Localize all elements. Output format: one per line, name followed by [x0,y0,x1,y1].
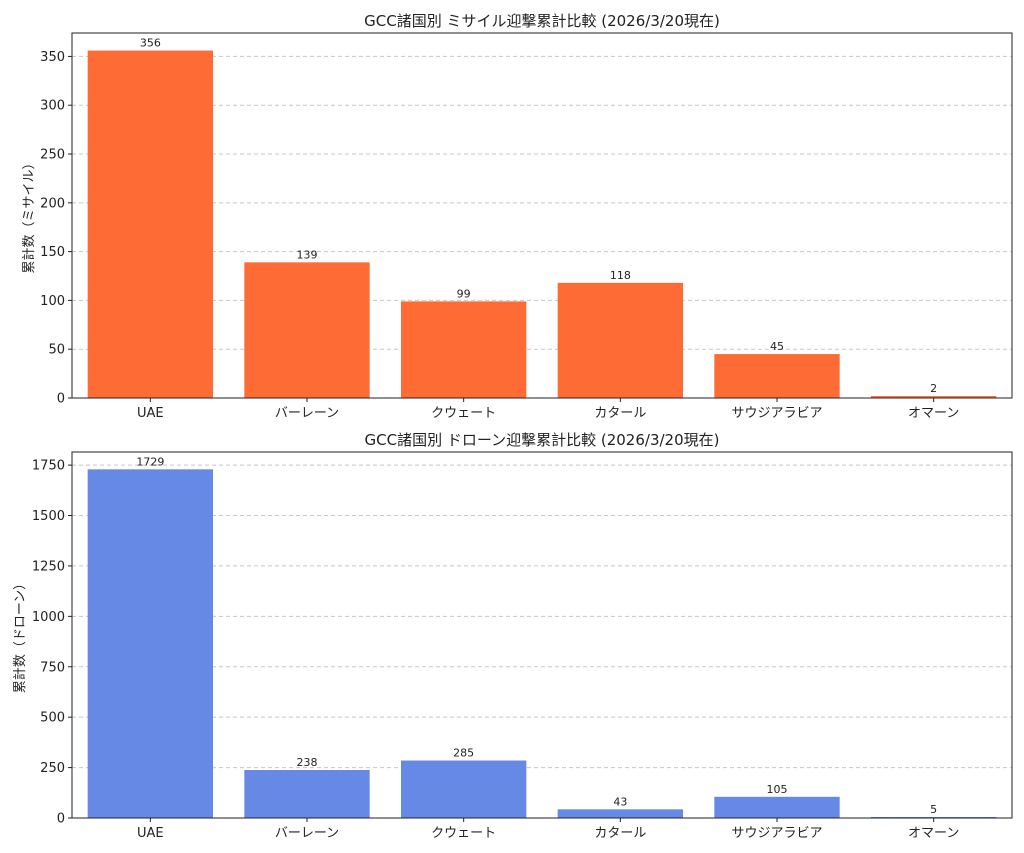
data-label: 105 [767,783,788,796]
x-tick-label: カタール [594,826,646,841]
x-tick-label: クウェート [431,406,496,421]
y-tick-label: 50 [48,343,65,358]
y-tick-label: 200 [40,196,65,211]
data-label: 139 [297,248,318,261]
y-tick-label: 1750 [32,459,65,474]
data-label: 356 [140,37,161,50]
y-tick-label: 500 [40,711,65,726]
y-tick-label: 350 [40,50,65,65]
data-label: 5 [930,803,937,816]
drone-interception-chart: GCC諸国別 ドローン迎撃累計比較 (2026/3/20現在) 累計数（ドローン… [12,431,1013,841]
bar [401,301,527,398]
bar [557,282,683,398]
x-tick-label: UAE [137,406,164,421]
y-tick-label: 1000 [32,610,65,625]
bar [557,809,683,818]
data-label: 43 [613,795,627,808]
y-tick-label: 250 [40,148,65,163]
y-tick-label: 1250 [32,559,65,574]
y-tick-label: 100 [40,294,65,309]
bar [871,396,997,398]
x-tick-label: オマーン [908,826,959,841]
x-tick-label: サウジアラビア [731,406,822,421]
y-axis-label: 累計数（ミサイル） [21,156,37,273]
y-tick-label: 1500 [32,509,65,524]
bar [871,816,997,818]
plot-frame [71,451,1013,819]
data-label: 285 [453,747,474,760]
bar [714,796,840,818]
data-label: 2 [930,382,937,395]
x-tick-label: カタール [594,406,646,421]
bar [87,469,213,818]
bar [714,354,840,398]
y-tick-label: 150 [40,245,65,260]
missile-interception-chart: GCC諸国別 ミサイル迎撃累計比較 (2026/3/20現在) 累計数（ミサイル… [21,12,1013,421]
data-label: 99 [457,287,471,300]
data-label: 1729 [136,455,164,468]
y-tick-label: 250 [40,761,65,776]
data-label: 238 [297,756,318,769]
x-tick-label: バーレーン [275,826,339,841]
bar [401,760,527,818]
data-label: 45 [770,340,784,353]
y-tick-label: 750 [40,660,65,675]
x-tick-label: クウェート [431,826,496,841]
bar [87,50,213,399]
x-tick-label: UAE [137,826,164,841]
y-tick-label: 0 [57,392,65,407]
chart-title: GCC諸国別 ミサイル迎撃累計比較 (2026/3/20現在) [364,12,720,30]
y-tick-label: 0 [57,812,65,827]
x-tick-label: サウジアラビア [731,826,822,841]
bar [244,770,370,818]
bar [244,262,370,398]
y-axis-label: 累計数（ドローン） [12,577,28,693]
x-tick-label: オマーン [908,406,959,421]
plot-frame [71,32,1013,399]
y-tick-label: 300 [40,99,65,114]
data-label: 118 [610,269,631,282]
x-tick-label: バーレーン [275,406,339,421]
chart-title: GCC諸国別 ドローン迎撃累計比較 (2026/3/20現在) [365,431,720,449]
